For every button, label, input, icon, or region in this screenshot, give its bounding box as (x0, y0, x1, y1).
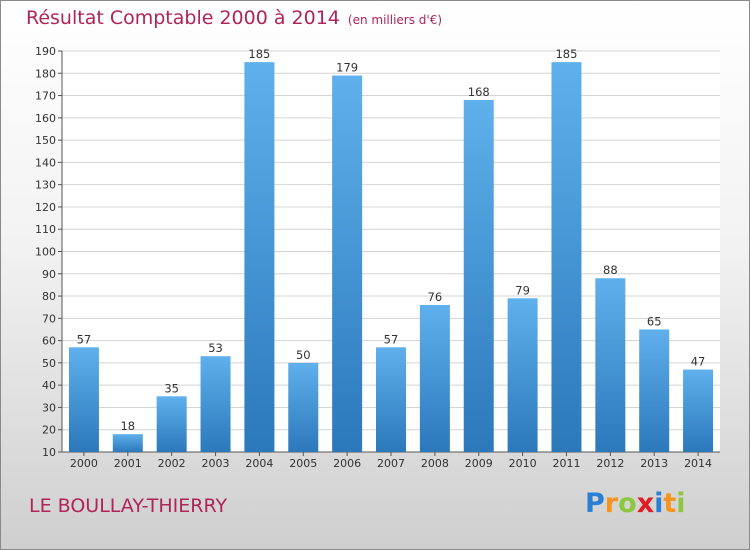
bar-2006 (332, 75, 363, 452)
bar-value-label: 47 (691, 355, 706, 369)
bar-value-label: 88 (603, 263, 618, 277)
bar-value-label: 35 (164, 381, 179, 395)
bar-2007 (376, 347, 406, 452)
bar-2010 (507, 298, 538, 452)
x-tick-label: 2005 (289, 457, 317, 470)
bar-value-label: 185 (555, 47, 577, 61)
bar-2009 (463, 100, 494, 452)
logo-letter: i (654, 488, 664, 519)
y-tick-label: 130 (35, 179, 56, 192)
chart-unit-note: (en milliers d'€) (347, 13, 443, 27)
x-tick-label: 2006 (333, 457, 361, 470)
bar-value-label: 185 (248, 47, 270, 61)
bar-value-label: 50 (296, 348, 311, 362)
bar-value-label: 79 (515, 283, 530, 297)
y-tick-label: 180 (35, 67, 56, 80)
logo-letter: t (663, 488, 677, 519)
bar-2011 (551, 62, 582, 453)
bar-2014 (683, 369, 714, 452)
logo-letter: x (636, 488, 655, 519)
logo-letter: r (604, 488, 619, 519)
bar-value-label: 65 (647, 314, 662, 328)
proxiti-logo: Proxiti (585, 488, 686, 519)
bar-2001 (112, 434, 143, 452)
bar-value-label: 179 (336, 61, 358, 75)
y-tick-label: 30 (42, 401, 56, 414)
bar-2004 (244, 62, 275, 453)
bar-value-label: 53 (208, 341, 223, 355)
x-tick-label: 2007 (377, 457, 405, 470)
logo-letter: o (618, 488, 637, 519)
title-block: Résultat Comptable 2000 à 2014 (en millie… (26, 7, 442, 29)
bar-2008 (419, 304, 450, 452)
bar-2012 (595, 278, 626, 452)
y-tick-label: 190 (35, 45, 56, 58)
commune-name: LE BOULLAY-THIERRY (29, 495, 228, 517)
bar-value-label: 76 (428, 290, 443, 304)
y-tick-label: 40 (42, 379, 56, 392)
y-tick-label: 100 (35, 246, 56, 259)
x-tick-label: 2013 (640, 457, 668, 470)
x-tick-label: 2008 (421, 457, 449, 470)
y-tick-label: 160 (35, 112, 56, 125)
y-tick-label: 50 (42, 357, 56, 370)
labels: 10 20 30 40 50 60 70 80 90 100 110 120 130 140 150 160 1… (35, 45, 712, 470)
y-tick-label: 80 (42, 290, 56, 303)
bar-value-label: 168 (468, 85, 490, 99)
y-tick-label: 170 (35, 90, 56, 103)
y-tick-label: 110 (35, 223, 56, 236)
bars (68, 62, 714, 453)
y-tick-label: 150 (35, 134, 56, 147)
y-tick-label: 70 (42, 312, 56, 325)
x-tick-label: 2002 (158, 457, 186, 470)
bar-2013 (639, 329, 670, 452)
x-tick-label: 2004 (245, 457, 273, 470)
bar-value-label: 18 (120, 419, 135, 433)
x-tick-label: 2011 (552, 457, 580, 470)
bar-2000 (68, 347, 99, 452)
logo-letter: i (676, 488, 686, 519)
bar-2003 (200, 356, 231, 452)
x-tick-label: 2003 (202, 457, 230, 470)
x-tick-label: 2001 (114, 457, 142, 470)
y-tick-label: 10 (42, 446, 56, 459)
x-tick-label: 2012 (596, 457, 624, 470)
bar-2005 (288, 362, 319, 452)
bar-value-label: 57 (77, 332, 92, 346)
x-tick-label: 2000 (70, 457, 98, 470)
y-tick-label: 20 (42, 424, 56, 437)
x-tick-label: 2009 (465, 457, 493, 470)
x-tick-label: 2010 (509, 457, 537, 470)
y-tick-label: 140 (35, 156, 56, 169)
bar-value-label: 57 (384, 332, 399, 346)
x-tick-label: 2014 (684, 457, 712, 470)
y-tick-label: 120 (35, 201, 56, 214)
chart-title: Résultat Comptable 2000 à 2014 (26, 7, 340, 29)
y-tick-label: 90 (42, 268, 56, 281)
logo-letter: P (585, 488, 605, 519)
y-tick-label: 60 (42, 335, 56, 348)
bar-2002 (156, 396, 187, 452)
